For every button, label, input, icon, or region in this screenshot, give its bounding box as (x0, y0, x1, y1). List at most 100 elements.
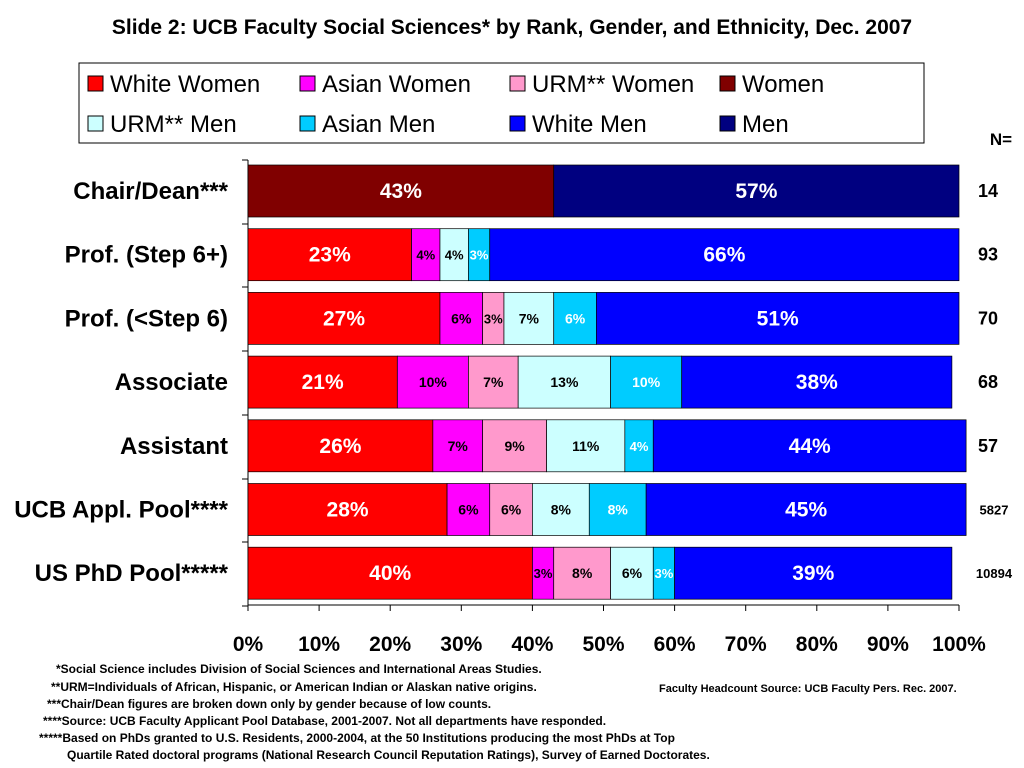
bar-segment (247, 292, 441, 345)
x-tick-label: 70% (725, 633, 767, 656)
bar-segment (503, 292, 555, 345)
legend-swatch (509, 75, 526, 92)
data-label: 3% (534, 566, 553, 581)
category-label: US PhD Pool***** (35, 560, 229, 587)
data-label: 28% (327, 499, 369, 522)
bar-segment (532, 483, 590, 536)
bar-segment (610, 355, 683, 409)
data-label: 6% (565, 310, 586, 326)
x-tick-label: 0% (233, 633, 264, 656)
data-label: 3% (484, 311, 503, 326)
legend-swatch (299, 115, 316, 132)
data-label: 7% (483, 374, 504, 390)
x-tick-label: 20% (369, 633, 411, 656)
data-label: 6% (451, 310, 472, 326)
bar-segment (489, 483, 533, 536)
n-value: 5827 (980, 503, 1009, 518)
data-label: 6% (622, 565, 643, 581)
legend-swatch (87, 115, 104, 132)
bar-segment (247, 355, 398, 409)
x-tick-label: 80% (796, 633, 838, 656)
legend-label: Men (742, 111, 789, 138)
data-label: 7% (519, 310, 540, 326)
bar-segment (517, 355, 611, 409)
footnote-applicant-pool: ****Source: UCB Faculty Applicant Pool D… (43, 714, 607, 728)
category-label: Prof. (Step 6+) (65, 242, 228, 269)
footnote-urm: **URM=Individuals of African, Hispanic, … (51, 680, 537, 694)
bar-segment (489, 228, 960, 282)
data-label: 57% (735, 180, 777, 203)
x-tick-label: 100% (932, 633, 986, 656)
legend-label: White Men (532, 111, 647, 138)
data-label: 23% (309, 244, 351, 267)
bar-segment (674, 546, 953, 600)
legend-label: Asian Women (322, 71, 471, 98)
bar-segment (411, 228, 441, 282)
data-label: 38% (796, 371, 838, 394)
category-label: Prof. (<Step 6) (65, 305, 228, 332)
category-label: Chair/Dean*** (73, 178, 228, 205)
n-value: 57 (978, 436, 998, 456)
bar-segment (553, 292, 597, 345)
legend-swatch (87, 75, 104, 92)
data-label: 51% (757, 307, 799, 330)
legend-swatch (719, 115, 736, 132)
bar-segment (396, 355, 469, 409)
legend-label: White Women (110, 71, 260, 98)
bar-segment (247, 546, 533, 600)
data-label: 11% (572, 438, 600, 454)
bar-segment (247, 483, 448, 536)
bar-segment (432, 419, 483, 473)
n-value: 14 (978, 181, 998, 201)
bar-segment (553, 164, 960, 218)
x-tick-label: 50% (582, 633, 624, 656)
data-label: 7% (448, 438, 469, 454)
data-label: 44% (789, 435, 831, 458)
data-label: 10% (419, 374, 448, 390)
data-label: 4% (445, 248, 464, 263)
data-label: 9% (505, 438, 526, 454)
bar-segment (247, 228, 412, 282)
bar-segment (596, 292, 960, 345)
legend-swatch (299, 75, 316, 92)
data-label: 13% (550, 374, 579, 390)
data-label: 27% (323, 307, 365, 330)
x-tick-label: 60% (654, 633, 696, 656)
n-value: 93 (978, 245, 998, 265)
bar-segment (645, 483, 967, 536)
data-label: 6% (458, 502, 479, 518)
data-label: 3% (655, 566, 674, 581)
data-label: 39% (792, 562, 834, 585)
category-label: UCB Appl. Pool**** (14, 497, 228, 524)
bar-segment (439, 228, 469, 282)
x-tick-label: 10% (298, 633, 340, 656)
data-label: 4% (416, 248, 435, 263)
n-value: 10894 (976, 566, 1013, 581)
legend-box (78, 62, 925, 144)
x-tick-label: 30% (440, 633, 482, 656)
x-tick-label: 40% (511, 633, 553, 656)
data-label: 66% (703, 244, 745, 267)
data-label: 26% (319, 435, 361, 458)
legend-label: URM** Men (110, 111, 237, 138)
footnote-social-science: *Social Science includes Division of Soc… (56, 662, 542, 676)
data-label: 45% (785, 499, 827, 522)
data-label: 3% (470, 248, 489, 263)
data-label: 21% (302, 371, 344, 394)
data-label: 40% (369, 562, 411, 585)
legend-label: URM** Women (532, 71, 694, 98)
legend-label: Women (742, 71, 824, 98)
bar-segment (588, 483, 647, 536)
n-value: 68 (978, 372, 998, 392)
n-header: N= (990, 130, 1012, 149)
data-label: 8% (572, 565, 593, 581)
bar-segment (468, 355, 519, 409)
data-label: 43% (380, 180, 422, 203)
bar-segment (553, 546, 611, 600)
bar-segment (652, 419, 967, 473)
data-label: 10% (632, 374, 661, 390)
category-label: Associate (115, 369, 228, 396)
chart-title: Slide 2: UCB Faculty Social Sciences* by… (111, 16, 913, 39)
footnote-headcount-source: Faculty Headcount Source: UCB Faculty Pe… (659, 683, 957, 695)
